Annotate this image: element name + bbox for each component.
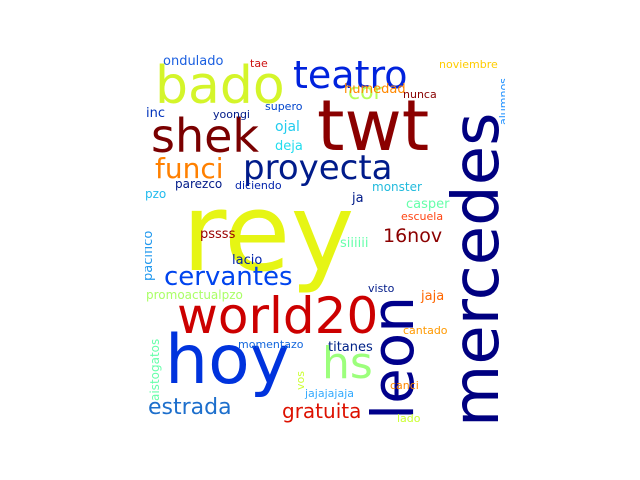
word-hoy: hoy [165,321,290,400]
word-jaja: jaja [421,289,445,304]
word-hs: hs [322,338,373,389]
word-twt: twt [317,85,430,167]
word-16nov: 16nov [383,225,443,247]
word-humedad: humedad [344,82,406,97]
word-supero: supero [265,100,303,113]
word-mercedes: mercedes [440,112,505,427]
word-rey: rey [182,171,355,296]
word-ja: ja [352,191,364,206]
word-ondulado: ondulado [163,54,224,69]
word-nunca: nunca [403,88,437,101]
word-ojal: ojal [275,119,300,135]
word-cantado: cantado [403,324,448,337]
word-lado: lado [397,412,421,425]
word-world20: world20 [177,287,379,345]
word-visto: visto [368,282,395,295]
word-bado: bado [155,56,285,116]
word-proyecta: proyecta [243,148,393,188]
word-promoactualpzo: promoactualpzo [146,288,243,302]
word-funci: funci [155,152,224,185]
word-cloud: rey mercedes leon twt hoy world20 bado s… [145,45,505,435]
word-cor: cor [348,80,383,105]
word-teatro: teatro [293,53,408,97]
word-alumnos: alumnos [497,78,505,125]
word-pzo: pzo [145,187,167,201]
word-gratuita: gratuita [282,399,362,423]
word-momentazo: momentazo [238,338,304,351]
word-estrada: estrada [148,395,232,420]
word-jajajajaja: jajajajaja [305,387,354,400]
word-tae: tae [250,57,268,70]
word-titanes: titanes [328,340,373,355]
word-pacifico: pacifico [145,230,156,281]
word-aistogatos: aistogatos [148,338,162,401]
word-lacio: lacio [232,253,263,268]
word-noviembre: noviembre [439,58,498,71]
word-canci: canci [390,379,419,392]
word-monster: monster [372,180,422,194]
word-parezco: parezco [175,177,223,191]
word-escuela: escuela [401,210,444,223]
word-yoongi: yoongi [213,108,250,121]
word-pssss: pssss [200,227,236,242]
word-siiiiii: siiiiii [340,236,369,251]
word-cervantes: cervantes [164,262,293,292]
word-casper: casper [406,197,450,212]
word-shek: shek [151,109,260,163]
word-diciendo: diciendo [235,179,282,192]
word-inc: inc [146,106,165,121]
word-deja: deja [275,139,303,154]
